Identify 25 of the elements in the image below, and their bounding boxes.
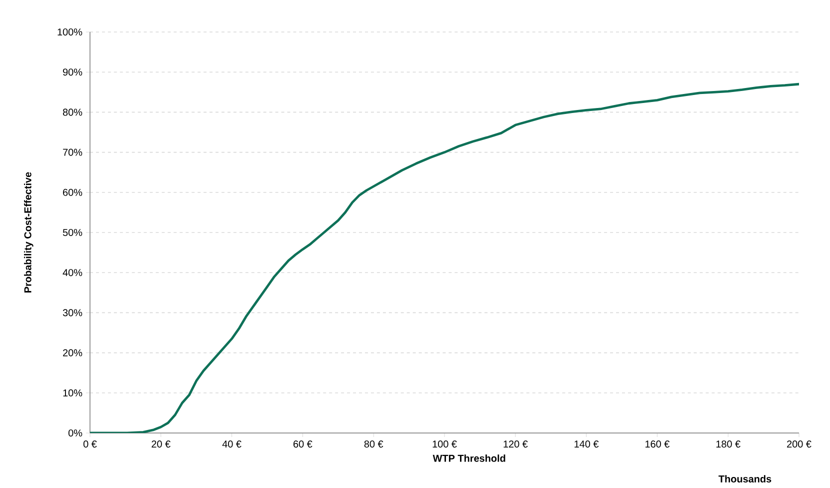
x-tick-label: 160 €: [646, 440, 670, 448]
x-tick-label: 140 €: [574, 440, 599, 448]
y-tick-label: 60%: [63, 188, 82, 196]
y-axis-title: Probability Cost-Effective: [24, 172, 34, 292]
x-tick-label: 20 €: [152, 440, 170, 448]
x-tick-label: 80 €: [364, 440, 384, 448]
x-tick-label: 180 €: [716, 440, 740, 448]
x-tick-label: 60 €: [294, 440, 312, 448]
y-tick-label: 50%: [62, 228, 82, 236]
y-tick-label: 70%: [63, 148, 82, 156]
text: Thousands: [718, 475, 772, 482]
y-tick-label: 100%: [58, 28, 82, 36]
x-tick-label: 200 €: [787, 440, 812, 448]
y-tick-label: 90%: [63, 68, 82, 76]
y-tick-label: 80%: [62, 108, 82, 116]
x-axis-title: WTP Threshold: [432, 454, 506, 462]
y-tick-label: 20%: [63, 349, 82, 356]
y-tick-label: 40%: [62, 269, 82, 276]
x-tick-label: 40 €: [222, 440, 242, 448]
x-tick-label: 120 €: [504, 440, 528, 448]
y-tick-label: 0%: [68, 429, 82, 437]
y-tick-label: 10%: [63, 389, 82, 396]
y-tick-label: 30%: [62, 309, 82, 316]
x-tick-label: 0 €: [83, 440, 97, 448]
x-tick-label: 100 €: [432, 440, 457, 448]
